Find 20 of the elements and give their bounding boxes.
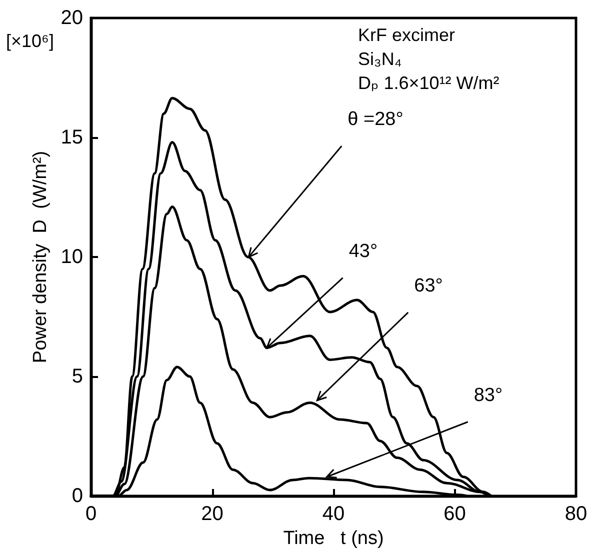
y-tick-label: 10: [60, 246, 83, 268]
annotation: 83°: [474, 384, 503, 406]
annotation: θ =28°: [348, 109, 404, 130]
annotation: KrF excimer: [358, 25, 456, 45]
x-tick-label: 80: [564, 503, 588, 525]
x-tick-label: 20: [201, 503, 224, 525]
annotation: 63°: [414, 275, 443, 296]
text: [×10⁶]: [6, 31, 54, 51]
y-tick-label: 20: [60, 7, 83, 29]
annotation: 43°: [348, 240, 378, 262]
x-tick-label: 60: [444, 503, 466, 525]
y-tick-label: 5: [72, 366, 83, 388]
x-axis-title: Time t (ns): [283, 528, 384, 549]
y-tick-label: 15: [60, 126, 83, 148]
annotation: Si₃N₄: [358, 49, 402, 69]
y-tick-label: 0: [72, 485, 83, 507]
x-tick-label: 0: [85, 503, 97, 525]
y-axis-title: Power density D (W/m²): [30, 150, 51, 364]
x-tick-label: 40: [322, 503, 345, 525]
annotation: Dₚ 1.6×10¹² W/m²: [358, 73, 500, 93]
